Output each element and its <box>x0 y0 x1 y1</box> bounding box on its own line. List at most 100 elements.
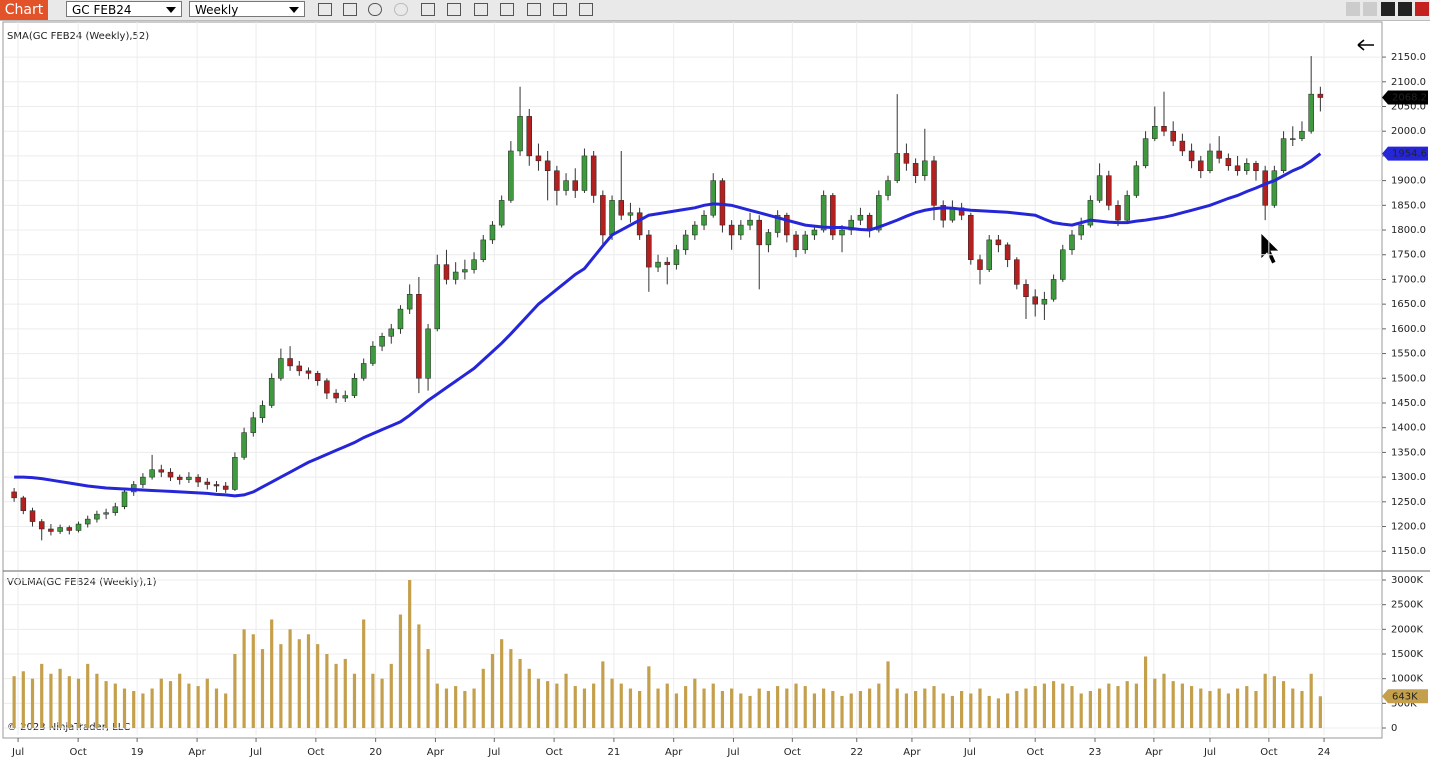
y-tick-label: 1250.0 <box>1391 497 1426 508</box>
back-arrow[interactable] <box>1357 39 1374 51</box>
candle-body <box>213 484 220 487</box>
volume-bar <box>454 686 458 728</box>
candle-body <box>48 528 54 532</box>
candle-body <box>554 170 560 191</box>
volume-bar <box>1116 686 1120 728</box>
tool-button[interactable] <box>421 3 435 16</box>
candle-body <box>866 214 873 231</box>
candle-body <box>452 271 459 280</box>
candle-body <box>756 219 762 246</box>
candle-body <box>1069 234 1075 251</box>
volume-bar <box>490 654 495 728</box>
candle-body <box>618 200 624 216</box>
volume-bar <box>592 683 596 728</box>
x-tick-label: Oct <box>1027 747 1044 758</box>
maximize-button[interactable] <box>1398 2 1412 16</box>
candle-body <box>1004 244 1011 260</box>
tool-button[interactable] <box>447 3 461 16</box>
candle-body <box>1234 165 1241 171</box>
y-tick-label: 500K <box>1391 698 1417 709</box>
window-button[interactable] <box>1346 2 1360 16</box>
window-button[interactable] <box>1363 2 1377 16</box>
volume-bar <box>1300 690 1304 728</box>
x-tick-label: Apr <box>903 747 921 758</box>
y-tick-label: 1800.0 <box>1391 225 1426 236</box>
volume-bar <box>306 634 311 728</box>
volume-bar <box>242 629 246 728</box>
volume-bar <box>1153 678 1157 728</box>
candle-body <box>462 269 468 273</box>
volume-bar <box>279 644 283 728</box>
candle-body <box>416 294 422 379</box>
zoom-out-button[interactable] <box>394 3 408 16</box>
volume-bar <box>1189 686 1194 728</box>
y-tick-label: 2150.0 <box>1391 52 1426 63</box>
instrument-dropdown[interactable]: GC FEB24 <box>66 1 182 17</box>
volume-bar <box>1309 673 1313 728</box>
x-tick-label: Apr <box>1145 747 1163 758</box>
volume-bar <box>739 693 743 728</box>
candle-body <box>1253 163 1259 171</box>
candle-body <box>149 469 155 478</box>
candle-body <box>1179 140 1186 152</box>
candle-body <box>20 497 27 511</box>
candle-body <box>1161 126 1167 132</box>
volume-bar <box>1097 688 1102 728</box>
volume-bar <box>564 673 568 728</box>
volume-bar <box>141 693 145 728</box>
toolbar: Chart GC FEB24 Weekly <box>0 0 1430 21</box>
candle-body <box>1050 279 1057 300</box>
volume-bar <box>546 681 550 728</box>
tool-button[interactable] <box>318 3 332 16</box>
volume-bar <box>1070 686 1074 728</box>
tool-button[interactable] <box>527 3 541 16</box>
candle-body <box>425 328 431 379</box>
candle-body <box>1142 138 1149 167</box>
y-tick-label: 1400.0 <box>1391 423 1426 434</box>
period-dropdown[interactable]: Weekly <box>189 1 305 17</box>
candle-body <box>535 155 542 162</box>
x-tick-label: Jul <box>249 747 262 758</box>
candle-body <box>158 469 165 473</box>
volume-bar <box>1272 676 1276 728</box>
zoom-in-button[interactable] <box>368 3 382 16</box>
candle-body <box>1115 205 1121 221</box>
candle-body <box>876 195 882 231</box>
x-tick-label: Jul <box>11 747 24 758</box>
tool-button[interactable] <box>474 3 488 16</box>
volume-bar <box>730 688 734 728</box>
volume-bar <box>205 678 209 728</box>
volume-bar <box>656 688 660 728</box>
candle-body <box>1216 150 1222 159</box>
tool-button[interactable] <box>553 3 567 16</box>
candle-body <box>480 239 487 260</box>
candle-body <box>701 214 707 226</box>
candle-body <box>526 116 533 157</box>
close-button[interactable] <box>1415 2 1429 16</box>
volume-bar <box>67 676 71 728</box>
volume-bar <box>481 668 485 728</box>
volume-bar <box>95 673 99 728</box>
tool-button[interactable] <box>579 3 593 16</box>
sma-line <box>14 152 1322 498</box>
tool-button[interactable] <box>500 3 514 16</box>
tool-button[interactable] <box>343 3 357 16</box>
volume-bar <box>868 688 872 728</box>
volume-bar <box>1171 681 1175 728</box>
volume-bar <box>1088 690 1092 728</box>
volume-bar <box>58 668 62 728</box>
y-tick-label: 1550.0 <box>1391 349 1426 360</box>
candle-body <box>406 294 413 310</box>
candle-body <box>1225 158 1232 167</box>
candle-body <box>968 214 974 260</box>
candle-body <box>655 261 661 268</box>
volume-bar <box>316 644 320 728</box>
candle-body <box>1023 284 1029 297</box>
candle-body <box>903 153 910 164</box>
y-tick-label: 2000K <box>1391 624 1423 635</box>
candle-body <box>489 224 496 241</box>
candle-body <box>397 308 404 330</box>
y-tick-label: 2500K <box>1391 600 1423 611</box>
candle-body <box>793 234 799 251</box>
minimize-button[interactable] <box>1381 2 1395 16</box>
